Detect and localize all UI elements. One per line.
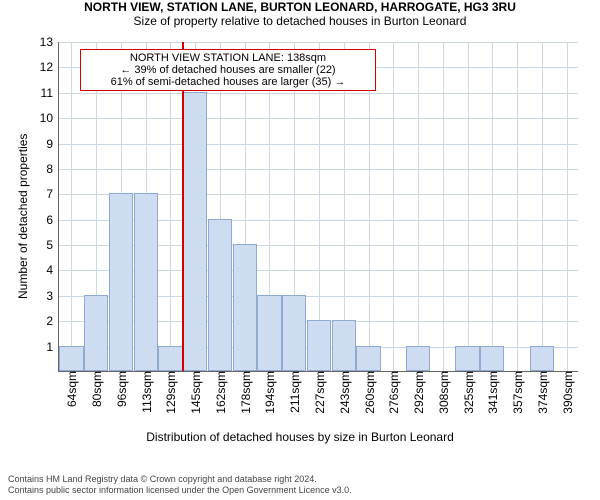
footer-attribution: Contains HM Land Registry data © Crown c…: [8, 474, 352, 496]
gridline-vertical: [418, 42, 419, 371]
y-axis-label: Number of detached properties: [16, 134, 30, 299]
y-tick-label: 9: [46, 137, 59, 151]
gridline-vertical: [517, 42, 518, 371]
histogram-bar: [307, 320, 331, 371]
histogram-bar: [158, 346, 182, 371]
x-tick-label: 162sqm: [212, 371, 228, 414]
gridline-vertical: [393, 42, 394, 371]
histogram-bar: [134, 193, 158, 371]
chart-subtitle: Size of property relative to detached ho…: [0, 14, 600, 28]
y-tick-label: 12: [40, 60, 59, 74]
gridline-vertical: [542, 42, 543, 371]
y-tick-label: 7: [46, 187, 59, 201]
histogram-bar: [257, 295, 281, 371]
x-tick-label: 227sqm: [311, 371, 327, 414]
x-tick-label: 308sqm: [435, 371, 451, 414]
annotation-line: 61% of semi-detached houses are larger (…: [85, 76, 371, 88]
x-tick-label: 145sqm: [187, 371, 203, 414]
chart-title: NORTH VIEW, STATION LANE, BURTON LEONARD…: [0, 0, 600, 14]
x-tick-label: 341sqm: [484, 371, 500, 414]
gridline-vertical: [492, 42, 493, 371]
histogram-bar: [84, 295, 108, 371]
gridline-vertical: [468, 42, 469, 371]
x-tick-label: 325sqm: [460, 371, 476, 414]
y-tick-label: 6: [46, 213, 59, 227]
histogram-bar: [109, 193, 133, 371]
y-tick-label: 13: [40, 35, 59, 49]
y-tick-label: 1: [46, 340, 59, 354]
annotation-line: ← 39% of detached houses are smaller (22…: [85, 64, 371, 76]
y-tick-label: 10: [40, 111, 59, 125]
annotation-box: NORTH VIEW STATION LANE: 138sqm← 39% of …: [80, 49, 376, 91]
x-tick-label: 129sqm: [162, 371, 178, 414]
x-tick-label: 292sqm: [410, 371, 426, 414]
gridline-vertical: [71, 42, 72, 371]
histogram-bar: [406, 346, 430, 371]
x-tick-label: 113sqm: [138, 371, 154, 413]
annotation-line: NORTH VIEW STATION LANE: 138sqm: [85, 52, 371, 64]
x-tick-label: 80sqm: [88, 371, 104, 407]
x-tick-label: 357sqm: [509, 371, 525, 414]
y-tick-label: 2: [46, 314, 59, 328]
x-tick-label: 178sqm: [237, 371, 253, 414]
histogram-bar: [480, 346, 504, 371]
x-tick-label: 390sqm: [559, 371, 575, 414]
footer-line-1: Contains HM Land Registry data © Crown c…: [8, 474, 352, 485]
gridline-vertical: [170, 42, 171, 371]
histogram-bar: [332, 320, 356, 371]
x-tick-label: 96sqm: [113, 371, 129, 407]
histogram-bar: [455, 346, 479, 371]
x-tick-label: 374sqm: [534, 371, 550, 414]
histogram-bar: [356, 346, 380, 371]
gridline-vertical: [567, 42, 568, 371]
footer-line-2: Contains public sector information licen…: [8, 485, 352, 496]
histogram-bar: [282, 295, 306, 371]
x-tick-label: 194sqm: [261, 371, 277, 414]
property-marker-line: [182, 42, 184, 371]
x-tick-label: 64sqm: [63, 371, 79, 407]
histogram-bar: [183, 92, 207, 371]
y-tick-label: 4: [46, 263, 59, 277]
x-tick-label: 260sqm: [361, 371, 377, 414]
y-tick-label: 8: [46, 162, 59, 176]
plot-area: 1234567891011121364sqm80sqm96sqm113sqm12…: [58, 42, 578, 372]
x-axis-label: Distribution of detached houses by size …: [0, 430, 600, 444]
x-tick-label: 211sqm: [286, 371, 302, 413]
histogram-bar: [208, 219, 232, 371]
x-tick-label: 243sqm: [336, 371, 352, 414]
histogram-bar: [530, 346, 554, 371]
y-tick-label: 3: [46, 289, 59, 303]
gridline-vertical: [369, 42, 370, 371]
gridline-vertical: [443, 42, 444, 371]
histogram-bar: [59, 346, 83, 371]
y-tick-label: 5: [46, 238, 59, 252]
histogram-bar: [233, 244, 257, 371]
y-tick-label: 11: [41, 86, 59, 100]
x-tick-label: 276sqm: [385, 371, 401, 414]
